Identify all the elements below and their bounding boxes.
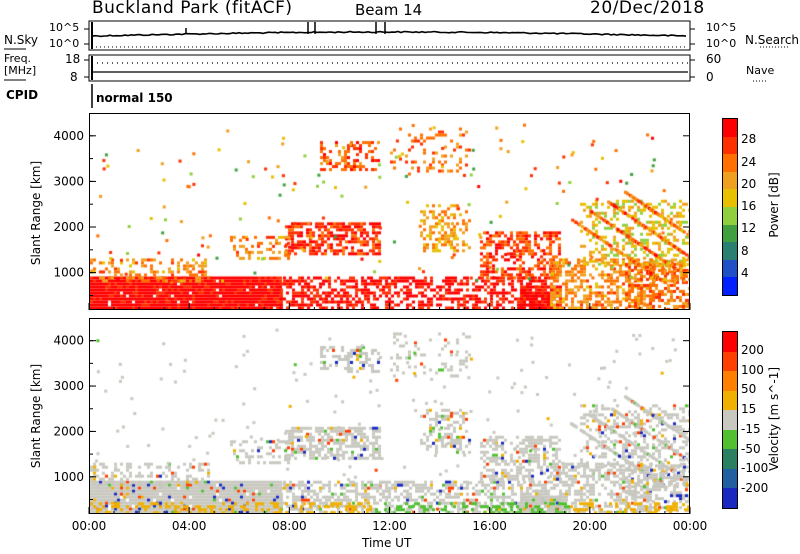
colorbar-tick-label: 28: [741, 132, 757, 147]
colorbar-swatch: [723, 154, 737, 173]
colorbar-swatch: [723, 371, 737, 392]
colorbar-swatch: [723, 390, 737, 412]
velocity-axes: 1000 2000 3000 4000 00:00 04:00 08:00 12:00 16:0…: [53, 334, 708, 533]
station-title: Buckland Park (fitACF): [92, 0, 293, 18]
colorbar-swatch: [723, 277, 737, 295]
beam-title: Beam 14: [355, 1, 423, 19]
colorbar-swatch: [723, 351, 737, 373]
colorbar-swatch: [723, 171, 737, 191]
freq-bot-tick: 8: [70, 70, 78, 84]
colorbar-swatch: [723, 449, 737, 470]
colorbar-swatch: [723, 224, 737, 244]
colorbar-tick-label: 16: [741, 199, 757, 213]
colorbar-swatch: [723, 429, 737, 451]
colorbar-swatch: [723, 259, 737, 279]
colorbar-swatch: [723, 136, 737, 156]
cpid-label: CPID: [6, 88, 39, 102]
nsky-trace: [91, 30, 687, 38]
y-tick-label: 3000: [53, 174, 84, 188]
y-tick-label: 1000: [53, 266, 84, 280]
colorbar-swatch: [723, 119, 737, 138]
colorbar-swatch: [723, 242, 737, 261]
power-heatmap: [90, 114, 689, 309]
colorbar-tick-label: 24: [741, 154, 757, 169]
x-tick-label: 00:00: [72, 519, 107, 533]
colorbar-tick-label: 12: [741, 221, 757, 236]
time-xlabel: Time UT: [362, 536, 412, 550]
colorbar-swatch: [723, 332, 737, 353]
nave-top-tick: 60: [706, 52, 722, 66]
colorbar-tick-label: -100: [741, 461, 769, 476]
velocity-colorbar-label: Velocity [m s^-1]: [767, 359, 781, 479]
colorbar-swatch: [723, 207, 737, 226]
y-tick-label: 1000: [53, 470, 84, 484]
x-tick-label: 12:00: [372, 519, 407, 533]
velocity-panel: [89, 318, 690, 514]
strip-panels: [4, 20, 790, 108]
x-tick-label: 08:00: [272, 519, 307, 533]
colorbar-tick-label: 15: [741, 402, 757, 417]
nsearch-bot-tick: 10^0: [706, 37, 737, 50]
colorbar-swatch: [723, 189, 737, 208]
date-title: 20/Dec/2018: [590, 0, 705, 18]
freq-panel-frame: [88, 54, 691, 82]
colorbar-tick-label: 100: [741, 362, 764, 377]
nave-label: Nave: [746, 64, 775, 77]
x-tick-label: 00:00: [673, 519, 708, 533]
nsky-label: N.Sky: [4, 33, 39, 47]
freq-label-2: [MHz]: [4, 64, 37, 77]
velocity-colorbar-label-text: Velocity [m s^-1]: [767, 366, 781, 472]
velocity-heatmap: [90, 319, 689, 513]
power-colorbar-label: Power [dB]: [767, 172, 781, 238]
cpid-value: normal 150: [96, 91, 173, 105]
nsky-bot-tick: 10^0: [49, 37, 80, 50]
y-tick-label: 4000: [53, 129, 84, 143]
y-tick-label: 2000: [53, 424, 84, 438]
y-tick-label: 4000: [53, 334, 84, 348]
colorbar-tick-label: -200: [741, 481, 769, 496]
x-tick-label: 16:00: [472, 519, 507, 533]
y-tick-label: 3000: [53, 379, 84, 393]
noise-panel-frame: [88, 20, 691, 51]
colorbar-swatch: [723, 410, 737, 431]
freq-label-1: Freq.: [4, 52, 32, 65]
colorbar-tick-label: 8: [741, 243, 749, 258]
x-tick-label: 04:00: [172, 519, 207, 533]
nsky-spikes: [185, 22, 386, 34]
colorbar-swatch: [723, 488, 737, 508]
power-colorbar: [722, 118, 738, 296]
colorbar-tick-label: 50: [741, 382, 757, 397]
nsearch-top-tick: 10^5: [706, 21, 737, 34]
nsky-top-tick: 10^5: [49, 21, 80, 34]
colorbar-tick-label: 20: [741, 176, 757, 191]
nsearch-label: N.Search: [745, 33, 800, 47]
nave-bot-tick: 0: [706, 70, 714, 84]
y-tick-label: 2000: [53, 220, 84, 234]
colorbar-swatch: [723, 468, 737, 490]
power-panel: [89, 113, 690, 310]
colorbar-tick-label: -15: [741, 421, 761, 436]
velocity-colorbar: [722, 331, 738, 509]
colorbar-tick-label: 200: [741, 342, 764, 357]
x-tick-label: 20:00: [573, 519, 608, 533]
colorbar-tick-label: -50: [741, 441, 761, 456]
power-ylabel: Slant Range [km]: [29, 160, 43, 266]
velocity-ylabel: Slant Range [km]: [29, 363, 43, 469]
power-axes: 1000 2000 3000 4000: [53, 129, 691, 310]
freq-top-tick: 18: [65, 52, 81, 66]
colorbar-tick-label: 4: [741, 265, 749, 280]
